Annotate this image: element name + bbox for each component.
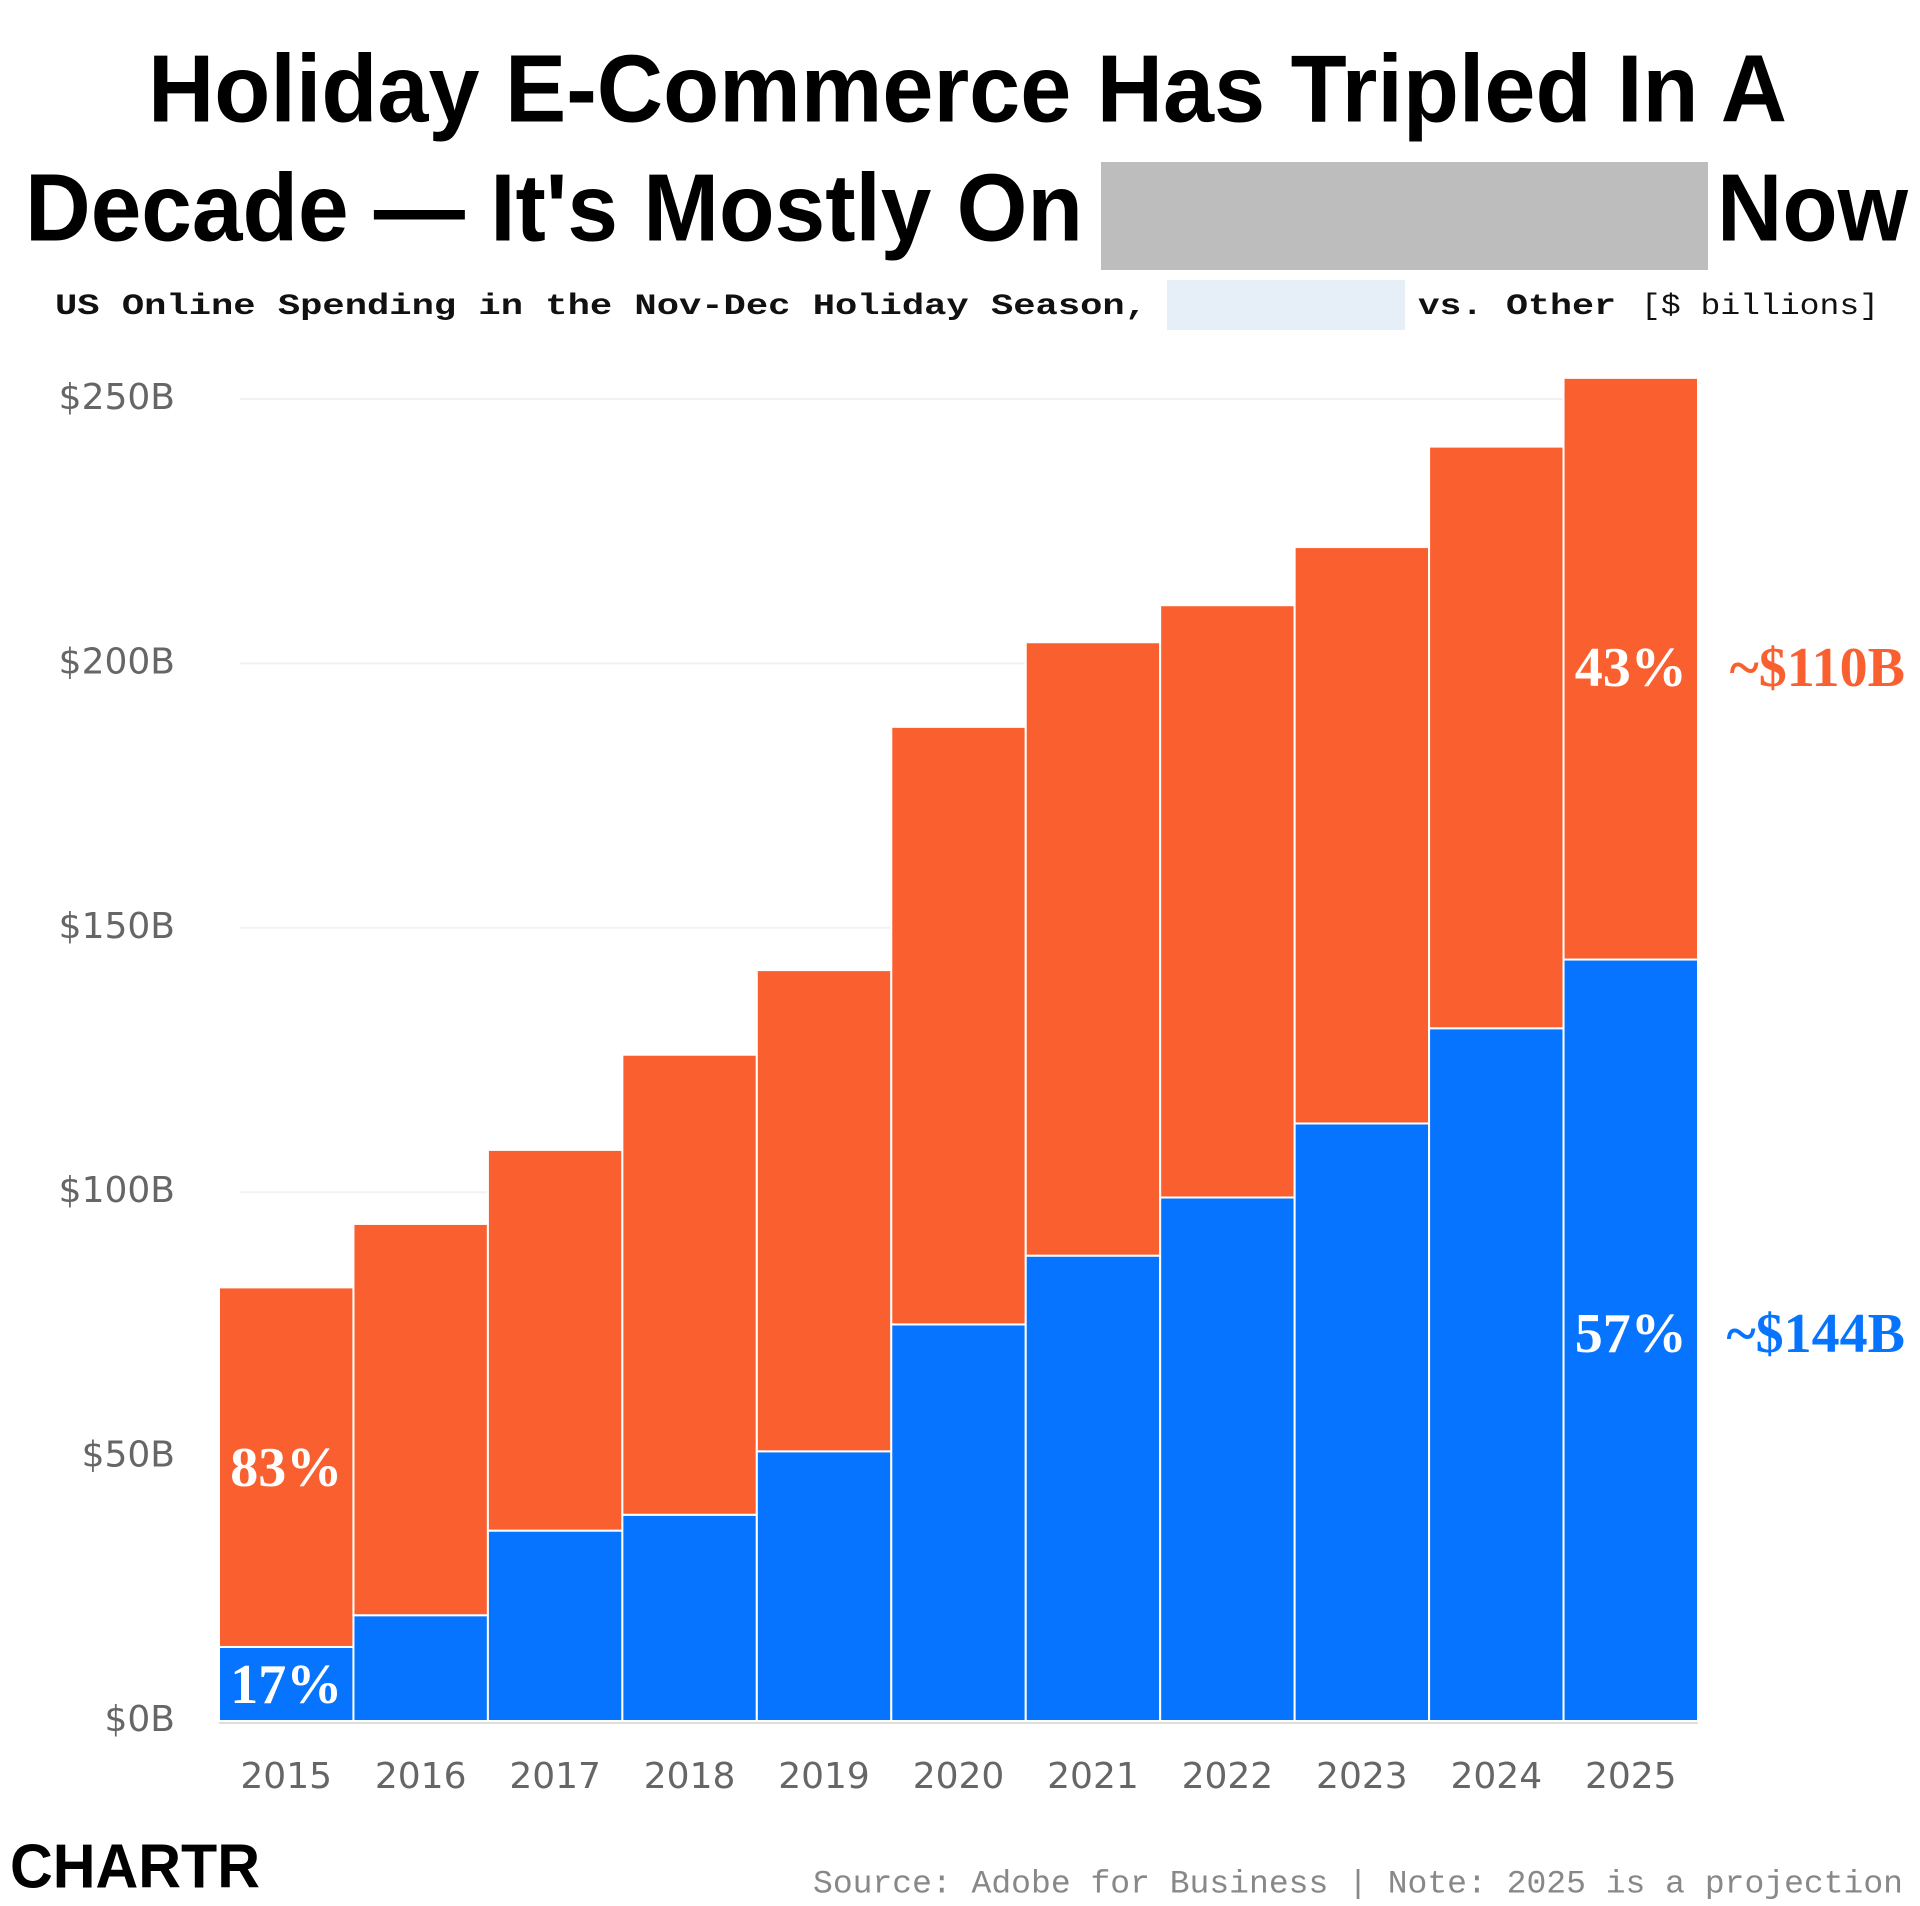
y-tick-label: $100B [59,1170,175,1211]
subtitle: vs. [1418,290,1483,324]
x-tick-label: 2017 [509,1756,601,1797]
bar-segment [486,1148,624,1532]
legend-label: Other [1506,290,1616,324]
annotation: 83% [230,1437,342,1499]
x-tick-label: 2020 [913,1756,1005,1797]
bar-segment [1159,604,1296,1199]
bar-segment [1428,445,1565,1030]
bar-segment [1293,1122,1431,1723]
y-tick-label: $0B [104,1699,175,1740]
bar-segment [218,1645,355,1723]
x-tick-label: 2025 [1585,1756,1677,1797]
bar-segment [1293,546,1431,1125]
subtitle: US Online Spending in the Nov-Dec Holida… [55,290,1147,324]
annotation: 57% [1575,1303,1687,1365]
bar-segment [352,1222,489,1617]
annotation: ~$110B [1730,637,1905,699]
redacted-box [1167,280,1405,330]
bar-segment [1024,1254,1162,1722]
y-tick-label: $200B [59,641,175,682]
bar-segment [1562,376,1699,961]
bar-segment [486,1529,624,1722]
bar-segment [621,1053,758,1516]
bar-segment [755,969,893,1453]
bar-segment [755,1450,893,1722]
x-tick-label: 2018 [644,1756,736,1797]
annotation: 17% [230,1654,342,1716]
chart-title: Now [1717,154,1908,261]
y-tick-label: $250B [59,377,175,418]
y-tick-label: $50B [82,1435,175,1476]
redacted-box [1101,162,1708,270]
x-tick-label: 2023 [1316,1756,1408,1797]
source: Source: Adobe for Business | Note: 2025 … [813,1865,1903,1902]
x-tick-label: 2016 [375,1756,467,1797]
bar-segment [621,1513,758,1722]
x-tick-label: 2024 [1451,1756,1543,1797]
x-tick-label: 2022 [1182,1756,1274,1797]
annotation: 43% [1575,637,1687,699]
y-tick-label: $150B [59,906,175,947]
chart-title: Decade — It's Mostly On [25,154,1083,261]
bar-segment [1159,1196,1296,1723]
subtitle: [$ billions] [1641,290,1879,324]
x-tick-label: 2021 [1047,1756,1139,1797]
chart-title: Holiday E-Commerce Has Tripled In A [148,35,1787,142]
annotation: ~$144B [1727,1303,1905,1365]
bar-segment [890,725,1027,1326]
bar-segment [1024,641,1162,1257]
x-tick-label: 2015 [240,1756,332,1797]
bar-segment [890,1323,1027,1723]
logo: CHARTR [10,1832,260,1901]
bar-segment [1562,958,1699,1722]
bar-segment [352,1614,489,1722]
bar-segment [1428,1027,1565,1722]
x-tick-label: 2019 [778,1756,870,1797]
